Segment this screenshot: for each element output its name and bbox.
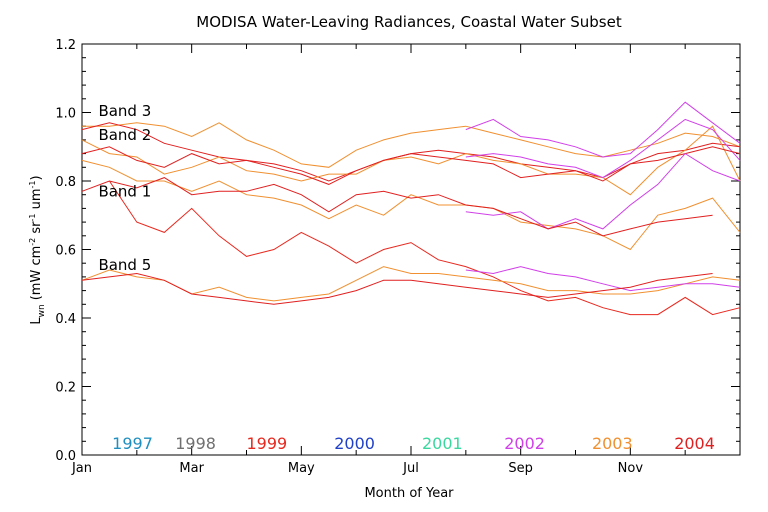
x-tick-label: May xyxy=(288,461,315,476)
y-tick-label: 0.0 xyxy=(55,449,76,464)
series-line xyxy=(81,146,741,185)
series-line xyxy=(465,101,741,158)
x-tick-label: Nov xyxy=(618,461,644,476)
x-tick-label: Sep xyxy=(508,461,533,476)
series-line xyxy=(81,177,713,237)
y-label-close: ) xyxy=(29,175,44,180)
series-line xyxy=(465,266,741,292)
series-line xyxy=(108,180,741,316)
x-tick-label: Jan xyxy=(71,461,92,476)
y-tick-label: 0.6 xyxy=(55,244,76,259)
y-tick-label: 1.2 xyxy=(55,38,76,53)
band-label: Band 5 xyxy=(98,256,151,274)
x-tick-label: Jul xyxy=(402,461,419,476)
x-axis-label: Month of Year xyxy=(364,486,454,501)
band-label: Band 2 xyxy=(98,126,151,144)
legend-year: 2000 xyxy=(334,434,375,453)
chart-title: MODISA Water-Leaving Radiances, Coastal … xyxy=(196,13,622,31)
legend-year: 2004 xyxy=(674,434,715,453)
y-axis-label: Lwn(mW cm-2 sr-1 um-1) xyxy=(28,175,47,324)
y-label-mid: sr xyxy=(29,221,44,238)
y-label-units: (mW cm xyxy=(29,246,44,301)
series-line xyxy=(81,266,741,302)
series-line xyxy=(465,152,741,230)
legend-year: 2002 xyxy=(504,434,545,453)
y-tick-label: 0.8 xyxy=(55,175,76,190)
y-label-sub: wn xyxy=(37,304,47,317)
band-label: Band 1 xyxy=(98,182,151,200)
y-label-exp2: -1 xyxy=(28,214,37,222)
legend-year: 2001 xyxy=(422,434,463,453)
legend-year: 1998 xyxy=(175,434,216,453)
series-line xyxy=(81,125,741,196)
y-label-exp3: -1 xyxy=(28,180,37,188)
y-label-main: L xyxy=(29,317,44,325)
series-line xyxy=(81,272,713,305)
y-label-end: um xyxy=(29,188,44,213)
legend-year: 1997 xyxy=(112,434,153,453)
series-line xyxy=(82,122,741,168)
series-line xyxy=(81,159,741,251)
legend-year: 2003 xyxy=(592,434,633,453)
series-line xyxy=(465,118,741,179)
y-tick-label: 0.2 xyxy=(55,381,76,396)
y-label-exp1: -2 xyxy=(28,238,37,246)
x-tick-label: Mar xyxy=(179,461,204,476)
band-label: Band 3 xyxy=(98,102,151,120)
legend-year: 1999 xyxy=(247,434,288,453)
y-tick-label: 1.0 xyxy=(55,107,76,122)
plot-area: 0.0 0.2 0.4 0.6 0.8 1.0 1.2 Jan Mar May Jul Sep Nov B… xyxy=(55,38,741,476)
y-tick-label: 0.4 xyxy=(55,312,76,327)
plot-frame xyxy=(81,43,741,456)
